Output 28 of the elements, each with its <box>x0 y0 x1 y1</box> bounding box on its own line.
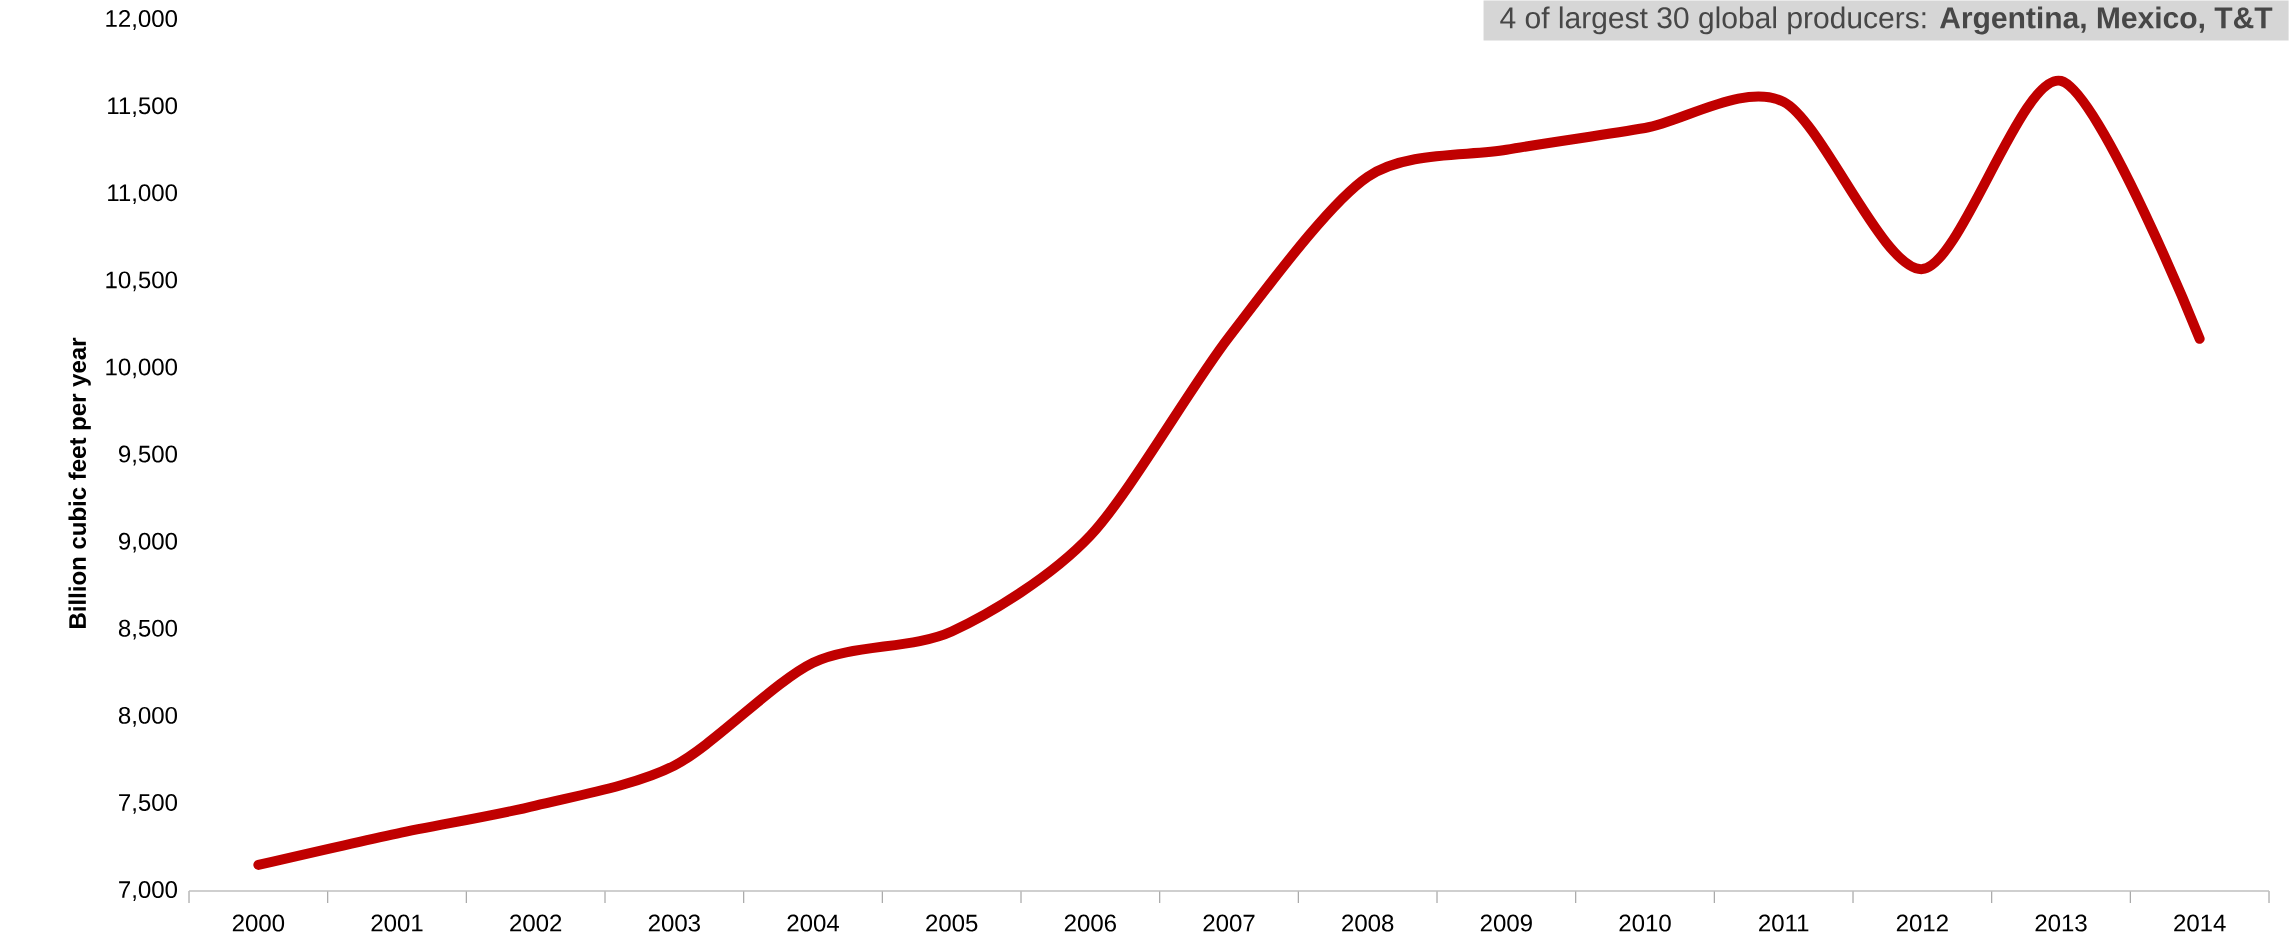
y-tick-label: 8,500 <box>118 619 178 640</box>
y-tick-label: 9,500 <box>119 445 178 466</box>
y-tick-label: 7,000 <box>119 881 178 901</box>
x-tick-label: 2010 <box>1619 914 1671 932</box>
x-tick-label: 2007 <box>1203 914 1255 932</box>
y-tick-label: 9,000 <box>119 532 178 553</box>
x-tick-label: 2011 <box>1759 914 1809 932</box>
x-tick-label: 2001 <box>371 914 423 932</box>
y-tick-label: 8,000 <box>118 706 178 727</box>
x-tick-label: 2004 <box>787 914 839 932</box>
x-tick-label: 2012 <box>1896 914 1948 932</box>
x-tick-label: 2014 <box>2174 914 2226 932</box>
y-tick-label: 10,000 <box>106 358 177 379</box>
x-tick-label: 2006 <box>1064 914 1116 932</box>
x-tick-label: 2003 <box>648 914 700 932</box>
x-tick-label: 2008 <box>1342 914 1394 932</box>
y-tick-label: 11,000 <box>108 184 178 205</box>
y-tick-label: 12,000 <box>106 10 177 30</box>
y-tick-label: 10,500 <box>106 271 177 292</box>
x-tick-label: 2013 <box>2035 914 2087 932</box>
y-axis-title: Billion cubic feet per year <box>68 337 91 628</box>
x-tick-label: 2005 <box>926 914 978 932</box>
y-tick-label: 11,500 <box>108 97 178 118</box>
x-tick-label: 2000 <box>232 914 285 932</box>
x-tick-label: 2002 <box>510 914 562 932</box>
y-tick-label: 7,500 <box>119 793 178 814</box>
x-tick-label: 2009 <box>1480 914 1532 932</box>
chart-title: 4 of largest 30 global producers: Argentina, Mexico, T&T <box>1500 6 2273 35</box>
